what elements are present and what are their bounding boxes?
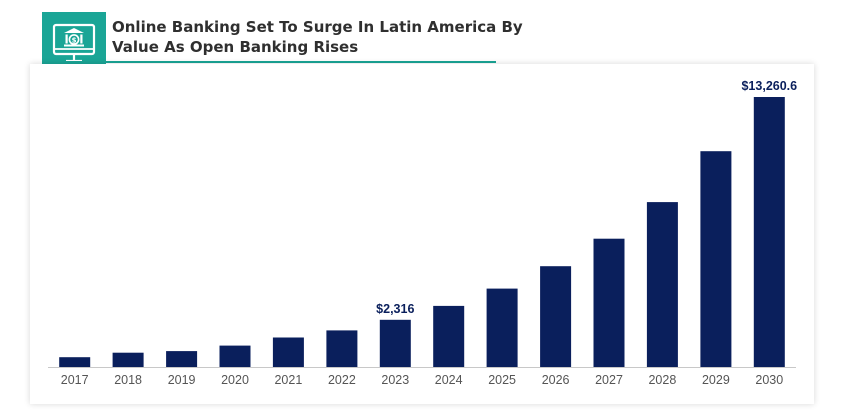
chart-title-line-1: Online Banking Set To Surge In Latin Ame… xyxy=(112,18,523,36)
x-tick-label-2029: 2029 xyxy=(702,373,730,387)
x-tick-label-2020: 2020 xyxy=(221,373,249,387)
chart-title: Online Banking Set To Surge In Latin Ame… xyxy=(112,17,532,57)
x-tick-label-2025: 2025 xyxy=(488,373,516,387)
x-tick-label-2021: 2021 xyxy=(274,373,302,387)
bar-2019 xyxy=(166,351,198,367)
title-underline xyxy=(42,61,496,63)
bar-2028 xyxy=(646,202,678,367)
data-label-2023: $2,316 xyxy=(376,302,414,316)
x-tick-label-2028: 2028 xyxy=(648,373,676,387)
bar-2030 xyxy=(753,97,785,367)
x-tick-label-2024: 2024 xyxy=(435,373,463,387)
x-tick-label-2022: 2022 xyxy=(328,373,356,387)
bar-2022 xyxy=(326,330,358,367)
bank-dollar-icon-graphic: $ xyxy=(52,23,96,63)
bar-2024 xyxy=(433,305,465,367)
x-tick-label-2019: 2019 xyxy=(168,373,196,387)
svg-text:$: $ xyxy=(72,37,77,45)
bar-2018 xyxy=(112,352,144,367)
bar-chart: 2017 2018 2019 2020 2021 2022 2023 $2,316 2024 20… xyxy=(48,79,797,387)
bar-2026 xyxy=(540,266,572,367)
x-tick-label-2018: 2018 xyxy=(114,373,142,387)
bar-2017 xyxy=(59,357,91,367)
data-label-2030: $13,260.6 xyxy=(741,79,797,93)
x-tick-label-2017: 2017 xyxy=(61,373,89,387)
x-tick-label-2023: 2023 xyxy=(381,373,409,387)
bar-2023 xyxy=(379,319,411,367)
bar-2027 xyxy=(593,238,625,367)
x-tick-label-2030: 2030 xyxy=(755,373,783,387)
chart-card: 2017 2018 2019 2020 2021 2022 2023 $2,316 2024 20… xyxy=(30,64,814,404)
bar-2029 xyxy=(700,151,732,367)
bar-2020 xyxy=(219,345,251,367)
bar-2021 xyxy=(272,337,304,367)
bar-2025 xyxy=(486,288,518,367)
x-tick-label-2026: 2026 xyxy=(542,373,570,387)
chart-title-line-2: Value As Open Banking Rises xyxy=(112,38,359,56)
x-tick-label-2027: 2027 xyxy=(595,373,623,387)
